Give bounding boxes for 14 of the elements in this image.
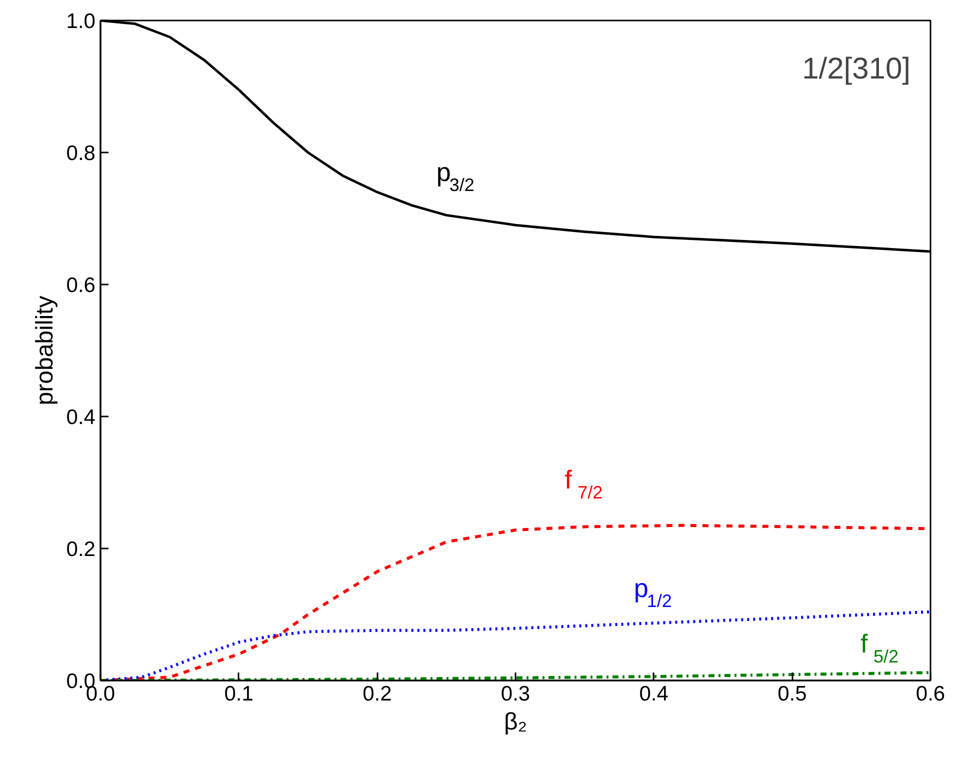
y-tick-label: 1.0: [66, 10, 96, 33]
x-tick-label: 0.1: [224, 682, 254, 706]
annotation: 1/2[310]: [802, 52, 911, 86]
x-tick-label: 0.6: [916, 682, 946, 706]
y-tick-label: 0.8: [66, 142, 96, 165]
y-axis-title: probability: [31, 296, 58, 406]
y-tick-label: 0.4: [66, 406, 96, 429]
x-axis-title: β₂: [504, 708, 528, 736]
x-tick-label: 0.4: [639, 682, 669, 706]
x-tick-label: 0.3: [500, 682, 530, 706]
x-tick-label: 0.5: [778, 682, 807, 706]
y-tick-label: 0.6: [66, 274, 96, 297]
x-tick-label: 0.2: [362, 682, 392, 706]
y-tick-label: 0.2: [66, 538, 96, 561]
